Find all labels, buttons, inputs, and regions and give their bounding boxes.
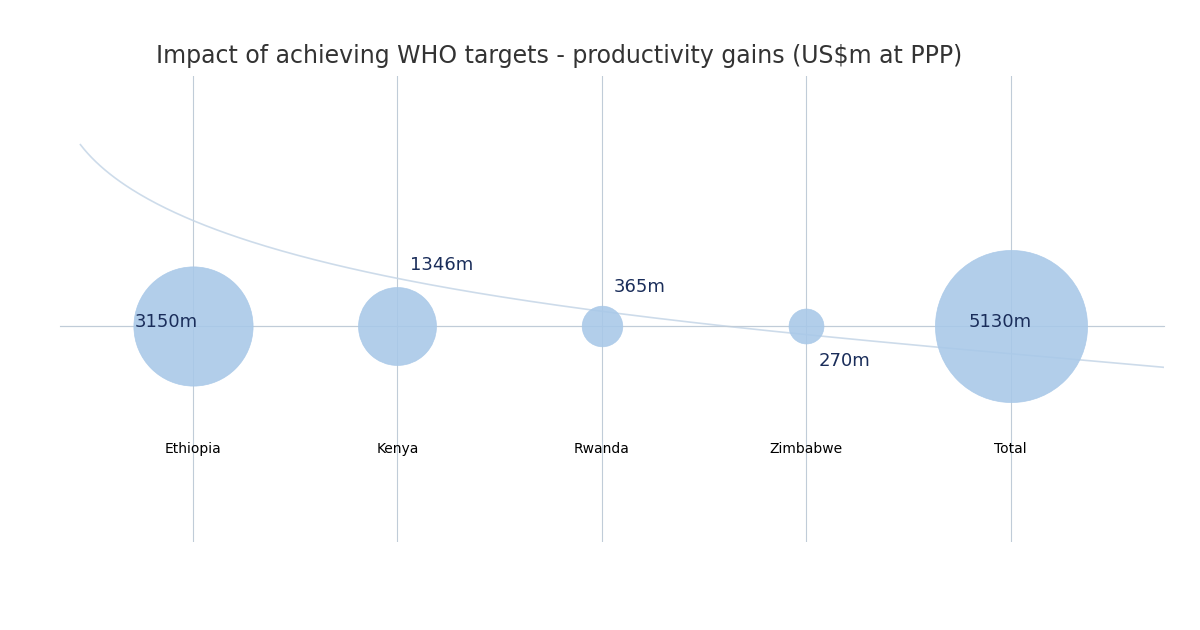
Point bbox=[184, 321, 203, 331]
Point bbox=[592, 321, 611, 331]
Text: 270m: 270m bbox=[818, 352, 870, 370]
Point bbox=[797, 321, 816, 331]
Text: 365m: 365m bbox=[614, 278, 666, 295]
Text: Impact of achieving WHO targets - productivity gains (US$m at PPP): Impact of achieving WHO targets - produc… bbox=[156, 44, 962, 68]
Text: 5130m: 5130m bbox=[968, 312, 1032, 331]
Text: 1346m: 1346m bbox=[409, 256, 473, 274]
Point bbox=[1001, 321, 1020, 331]
Text: 3150m: 3150m bbox=[134, 312, 198, 331]
Point bbox=[388, 321, 407, 331]
